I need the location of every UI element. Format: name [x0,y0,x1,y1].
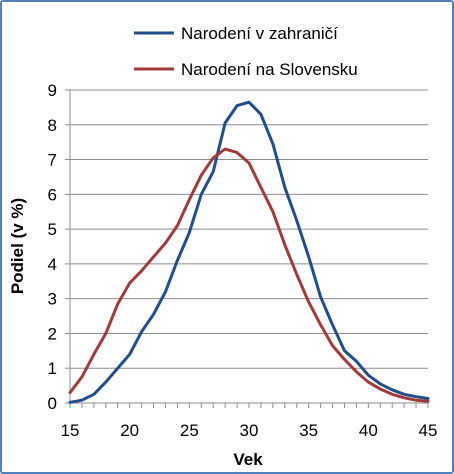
axes [65,89,429,408]
y-tick-label: 1 [48,359,57,378]
y-tick-label: 0 [48,394,57,413]
legend: Narodení v zahraničí Narodení na Slovens… [134,24,358,79]
x-tick-label: 20 [120,421,139,440]
y-tick-label: 2 [48,324,57,343]
series-line-1 [68,147,430,403]
series-line-0 [68,100,430,404]
y-axis-title: Podiel (v %) [8,198,27,294]
y-tick-label: 7 [48,151,57,170]
y-tick-label: 3 [48,290,57,309]
gridlines [70,89,428,369]
x-tick-label: 35 [299,421,318,440]
y-tick-label: 6 [48,185,57,204]
legend-label-zahranici: Narodení v zahraničí [181,24,338,43]
x-tick-label: 15 [61,421,80,440]
y-tick-label: 4 [48,255,57,274]
x-tick-label: 45 [419,421,438,440]
series-layer [68,100,430,404]
y-tick-label: 9 [48,81,57,100]
y-tick-label: 5 [48,220,57,239]
y-tick-label: 8 [48,116,57,135]
x-tick-label: 30 [240,421,259,440]
x-tick-label: 25 [180,421,199,440]
x-tick-label: 40 [359,421,378,440]
x-axis-title: Vek [233,450,263,469]
legend-label-slovensko: Narodení na Slovensku [181,60,358,79]
